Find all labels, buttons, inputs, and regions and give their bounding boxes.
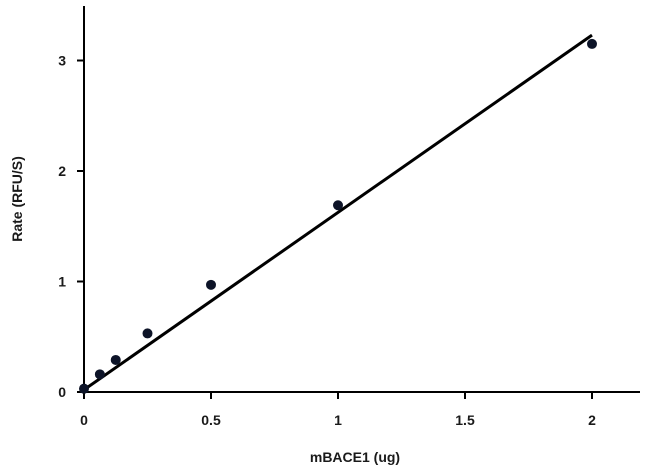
data-points: [79, 38, 597, 394]
data-point: [110, 354, 121, 365]
data-point: [333, 200, 343, 211]
y-tick-label: 0: [58, 384, 66, 400]
x-tick-label: 0: [80, 412, 88, 428]
axes: [83, 6, 640, 393]
data-point: [94, 369, 105, 380]
x-tick-label: 2: [588, 412, 596, 428]
y-axis-title: Rate (RFU/S): [9, 156, 25, 242]
x-tick-label: 0.5: [201, 412, 221, 428]
x-axis-title: mBACE1 (ug): [310, 449, 400, 465]
data-point: [206, 279, 216, 290]
x-tick-label: 1.5: [455, 412, 475, 428]
y-tick-label: 2: [58, 163, 66, 179]
x-ticks: 0 0.5 1 1.5 2: [80, 392, 596, 428]
trendline: [83, 33, 593, 392]
y-tick-label: 3: [58, 53, 66, 69]
y-ticks: 0 1 2 3: [58, 53, 84, 400]
data-point: [79, 383, 89, 394]
x-tick-label: 1: [334, 412, 342, 428]
data-point: [142, 328, 153, 339]
y-tick-label: 1: [58, 274, 66, 290]
data-point: [587, 38, 597, 49]
